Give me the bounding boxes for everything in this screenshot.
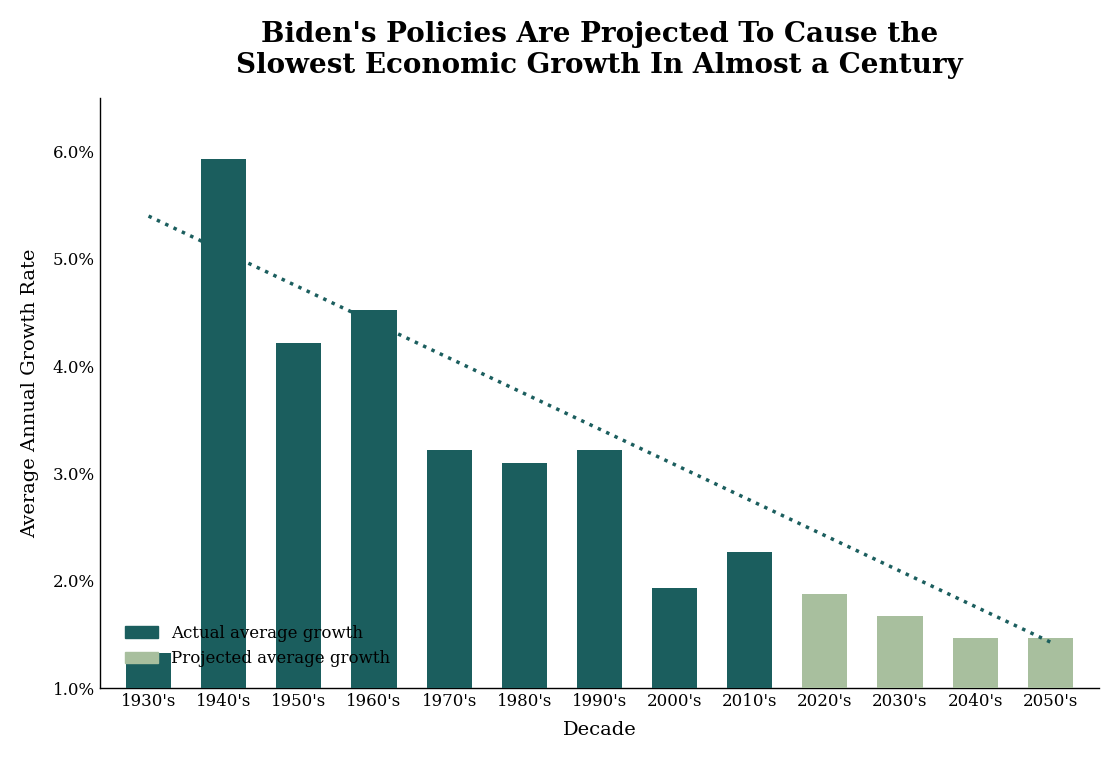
Bar <box>1028 638 1073 760</box>
Bar <box>202 159 246 760</box>
X-axis label: Decade: Decade <box>562 721 636 739</box>
Bar <box>727 552 773 760</box>
Bar <box>577 450 622 760</box>
Bar <box>877 616 923 760</box>
Title: Biden's Policies Are Projected To Cause the
Slowest Economic Growth In Almost a : Biden's Policies Are Projected To Cause … <box>236 21 963 79</box>
Y-axis label: Average Annual Growth Rate: Average Annual Growth Rate <box>21 249 39 538</box>
Bar <box>802 594 848 760</box>
Bar <box>427 450 472 760</box>
Bar <box>953 638 998 760</box>
Bar <box>127 653 171 760</box>
Bar <box>652 588 697 760</box>
Bar <box>502 463 547 760</box>
Bar <box>277 343 321 760</box>
Legend: Actual average growth, Projected average growth: Actual average growth, Projected average… <box>118 619 398 674</box>
Bar <box>352 311 396 760</box>
